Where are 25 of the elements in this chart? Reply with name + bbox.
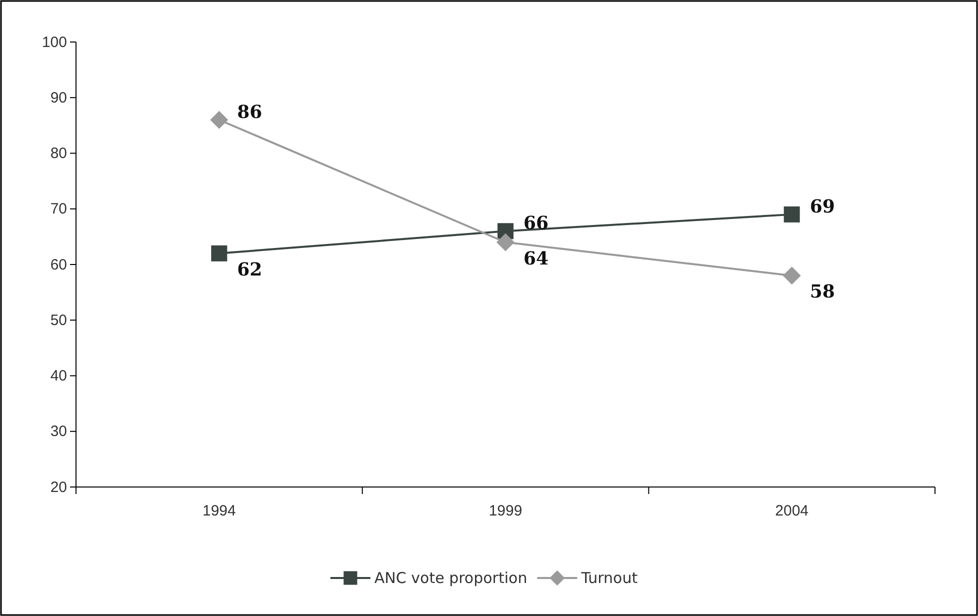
point xyxy=(211,245,228,262)
point xyxy=(782,266,801,285)
data-label: 58 xyxy=(810,282,835,303)
y-tick-label: 90 xyxy=(50,89,67,106)
legend-label: Turnout xyxy=(580,569,638,587)
data-label: 69 xyxy=(810,196,835,218)
x-tick-label: 1999 xyxy=(488,502,522,520)
y-tick-label: 100 xyxy=(42,34,67,51)
point xyxy=(210,110,228,129)
data-label: 86 xyxy=(237,102,262,123)
point xyxy=(784,206,800,222)
x-tick-label: 1994 xyxy=(202,502,236,520)
y-tick-label: 30 xyxy=(50,423,67,440)
y-tick-label: 50 xyxy=(50,312,67,329)
y-tick-label: 40 xyxy=(50,368,67,385)
data-label: 64 xyxy=(524,248,549,270)
y-tick-label: 20 xyxy=(50,478,67,496)
x-tick-label: 2004 xyxy=(775,502,809,520)
y-tick-label: 70 xyxy=(50,200,67,218)
data-label: 66 xyxy=(524,213,549,234)
y-tick-label: 60 xyxy=(50,256,67,274)
legend-label: ANC vote proportion xyxy=(374,569,528,587)
data-label: 62 xyxy=(237,259,262,280)
y-tick-label: 80 xyxy=(50,145,67,162)
point xyxy=(496,233,514,252)
